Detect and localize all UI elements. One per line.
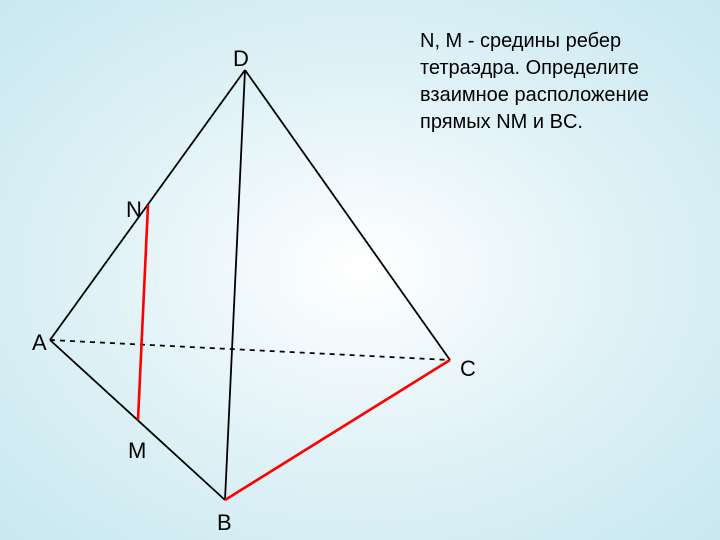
label-A: A: [32, 330, 47, 356]
edge-BD: [225, 70, 245, 500]
label-C: C: [460, 356, 476, 382]
label-D: D: [233, 46, 249, 72]
problem-statement: N, M - средины ребер тетраэдра. Определи…: [420, 28, 680, 136]
label-M: M: [128, 438, 146, 464]
label-N: N: [126, 197, 142, 223]
label-B: B: [217, 510, 232, 536]
edge-AC: [50, 340, 450, 360]
edge-AB: [50, 340, 225, 500]
edge-NM: [138, 205, 148, 420]
edge-BC: [225, 360, 450, 500]
